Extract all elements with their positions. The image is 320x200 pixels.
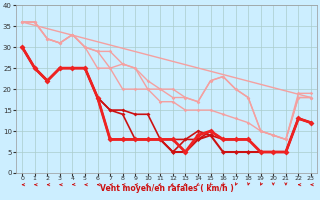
X-axis label: Vent moyen/en rafales ( km/h ): Vent moyen/en rafales ( km/h ): [100, 184, 234, 193]
